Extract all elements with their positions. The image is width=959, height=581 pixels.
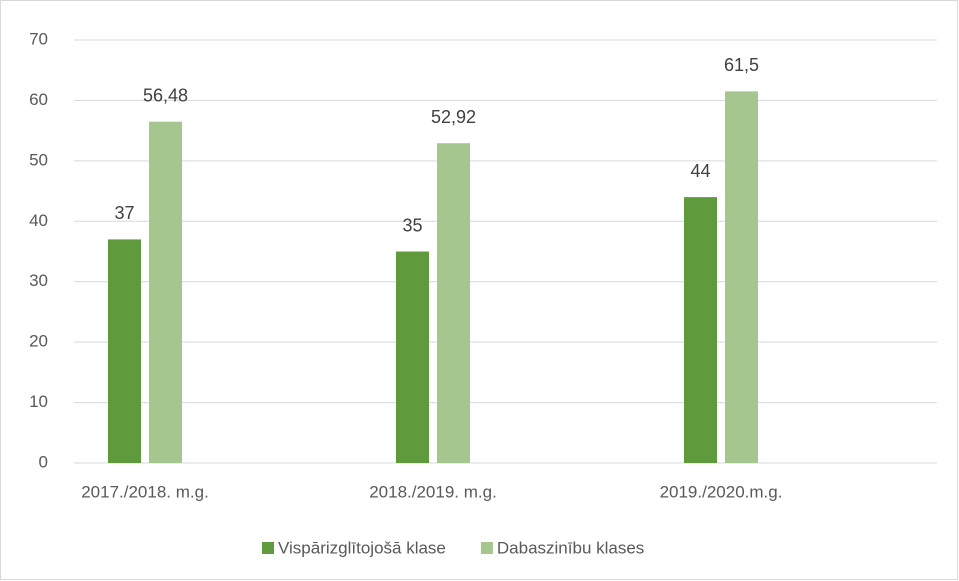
data-label: 37 bbox=[114, 203, 134, 223]
bar bbox=[108, 239, 141, 463]
data-label: 61,5 bbox=[724, 55, 759, 75]
data-label: 35 bbox=[402, 215, 422, 235]
y-tick-label: 30 bbox=[29, 271, 48, 290]
legend-swatch bbox=[480, 542, 493, 554]
bar bbox=[149, 121, 182, 463]
data-label: 56,48 bbox=[143, 85, 188, 105]
x-tick-label: 2019./2020.m.g. bbox=[660, 482, 783, 501]
y-tick-label: 40 bbox=[29, 211, 48, 230]
data-label: 44 bbox=[690, 161, 710, 181]
x-tick-label: 2018./2019. m.g. bbox=[369, 482, 497, 501]
bar bbox=[396, 251, 429, 463]
y-tick-label: 0 bbox=[39, 452, 48, 471]
legend-label: Dabaszinību klases bbox=[497, 538, 644, 557]
bar bbox=[437, 143, 470, 463]
legend-swatch bbox=[262, 542, 274, 554]
data-label: 52,92 bbox=[431, 107, 476, 127]
y-tick-label: 50 bbox=[29, 150, 48, 169]
x-tick-label: 2017./2018. m.g. bbox=[81, 482, 209, 501]
y-tick-label: 10 bbox=[29, 392, 48, 411]
legend-label: Vispārizglītojošā klase bbox=[278, 538, 446, 557]
bar bbox=[725, 91, 758, 463]
y-tick-label: 60 bbox=[29, 90, 48, 109]
y-tick-label: 20 bbox=[29, 332, 48, 351]
bar bbox=[684, 197, 717, 463]
y-tick-label: 70 bbox=[29, 29, 48, 48]
